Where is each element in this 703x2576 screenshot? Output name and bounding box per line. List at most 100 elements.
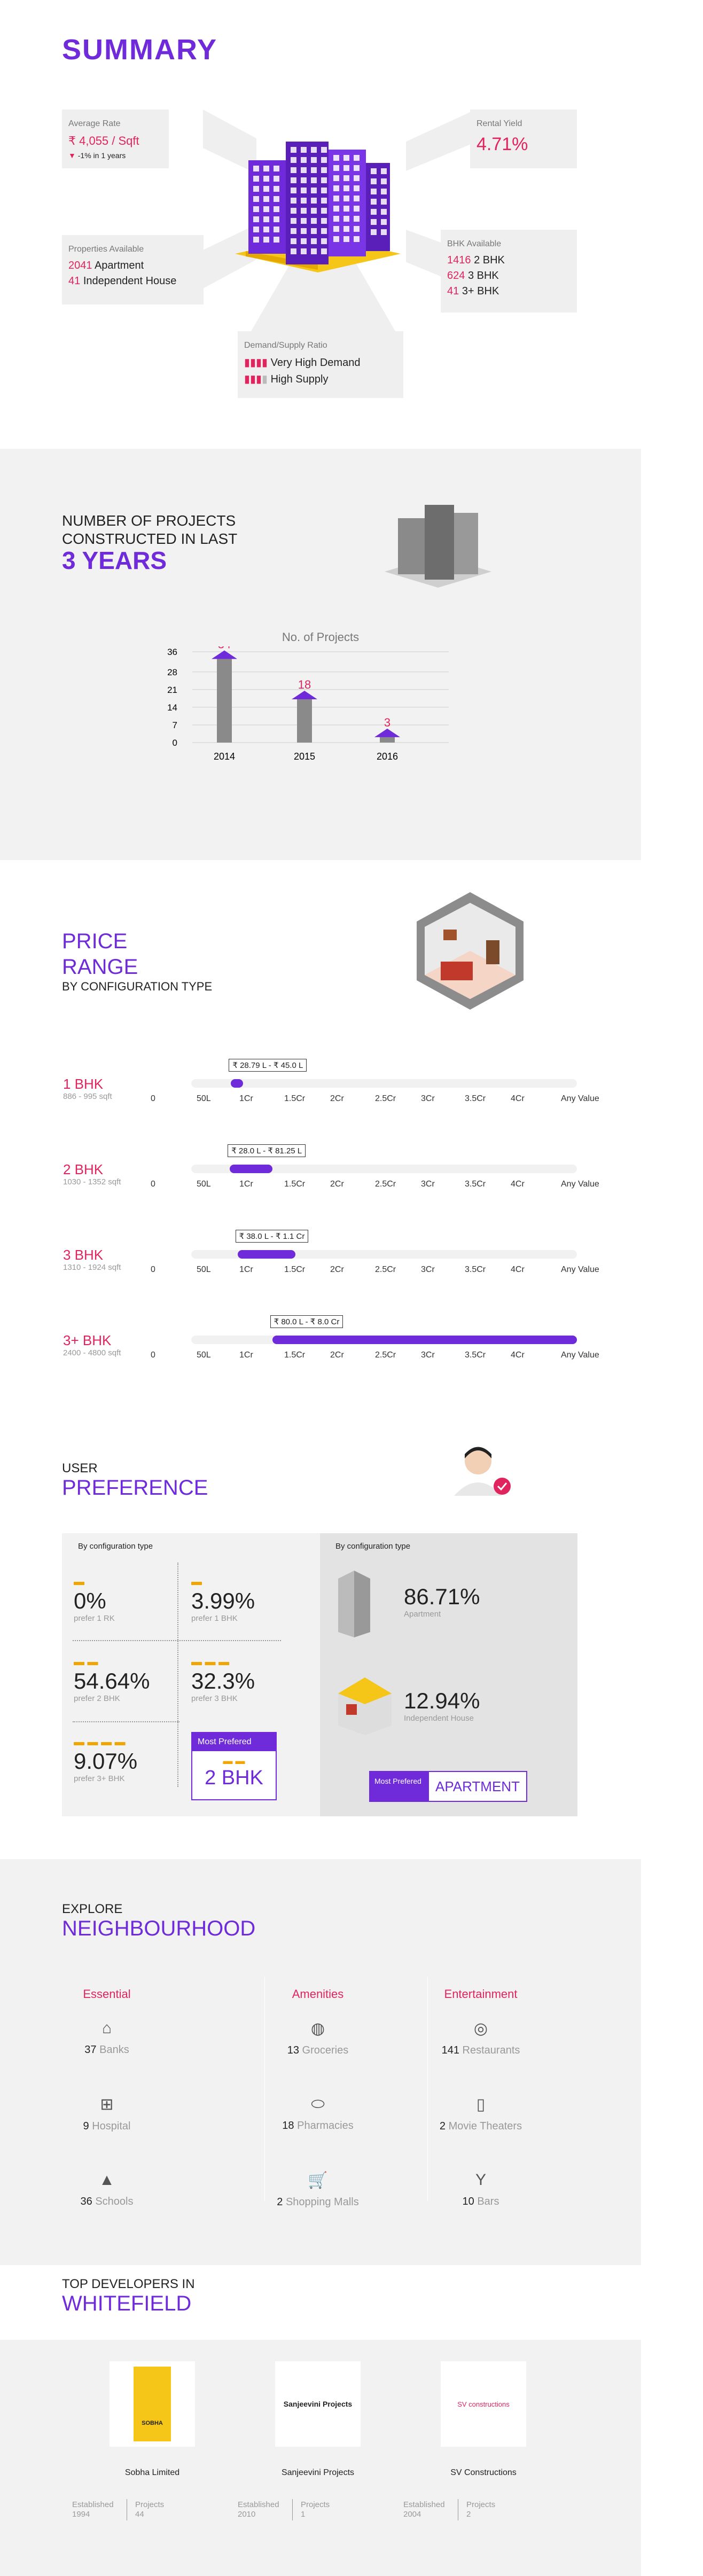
pref-sub: prefer 3+ BHK xyxy=(74,1774,125,1783)
projects-bar-chart: 0 7 14 21 28 36 34 2014 18 2015 3 2016 xyxy=(167,646,449,762)
price-row-sqft: 2400 - 4800 sqft xyxy=(63,1348,121,1357)
price-tick-label: 0 xyxy=(151,1180,155,1189)
price-row-label: 3+ BHK xyxy=(63,1332,112,1348)
price-tick-label: Any Value xyxy=(561,1180,599,1189)
gray-building-illustration xyxy=(385,505,491,588)
price-tick-label: 0 xyxy=(151,1265,155,1274)
pref-sub: prefer 1 RK xyxy=(74,1614,115,1623)
developer-name: SV Constructions xyxy=(450,2468,517,2477)
price-tick-label: 3.5Cr xyxy=(465,1351,486,1360)
preference-heading: USER PREFERENCE xyxy=(62,1461,208,1500)
price-tick-label: 50L xyxy=(197,1180,211,1189)
x-tick-label: 2014 xyxy=(214,751,235,762)
price-range-tag: ₹ 28.0 L - ₹ 81.25 L xyxy=(228,1144,306,1157)
bhk-row: 1416 2 BHK xyxy=(447,254,571,267)
price-title-line1: PRICE xyxy=(62,930,128,953)
y-tick-label: 21 xyxy=(167,685,177,695)
neighbourhood-count: 9 xyxy=(83,2120,89,2132)
price-section: PRICE RANGE BY CONFIGURATION TYPE 1 BHK 8… xyxy=(0,860,641,1400)
price-tick-label: 3Cr xyxy=(421,1094,435,1103)
bed-icon: ▬ xyxy=(191,1576,202,1588)
price-tick-label: 1.5Cr xyxy=(284,1180,306,1189)
price-row-sqft: 1310 - 1924 sqft xyxy=(63,1263,121,1272)
price-heading: PRICE RANGE BY CONFIGURATION TYPE xyxy=(62,928,212,994)
price-tick-label: 1Cr xyxy=(239,1265,253,1274)
price-range-bar xyxy=(272,1336,577,1344)
price-tick-label: 1Cr xyxy=(239,1094,253,1103)
neighbourhood-item: ⊞ 9 Hospital xyxy=(27,2095,187,2133)
divider xyxy=(177,1563,178,1787)
price-tick-label: 2Cr xyxy=(330,1180,344,1189)
type-independent-house: 12.94% Independent House xyxy=(404,1688,480,1723)
developer-established: Established 1994 xyxy=(72,2500,114,2519)
developer-logo: Sanjeevini Projects xyxy=(275,2361,361,2447)
bed-icon: ▬ ▬ xyxy=(74,1656,98,1668)
developer-card[interactable]: Sanjeevini Projects Sanjeevini Projects Es… xyxy=(238,2361,387,2520)
established-label: Established xyxy=(403,2500,445,2509)
supply-text: High Supply xyxy=(270,373,329,385)
price-tick-label: 2.5Cr xyxy=(375,1094,396,1103)
bhk-row: 624 3 BHK xyxy=(447,270,571,282)
down-arrow-icon: ▼ xyxy=(68,151,76,160)
price-range-tag: ₹ 38.0 L - ₹ 1.1 Cr xyxy=(235,1230,309,1243)
rental-yield-card: Rental Yield 4.71% xyxy=(470,110,577,168)
developer-established: Established 2004 xyxy=(403,2500,445,2519)
most-preferred-label: Most Prefered xyxy=(192,1733,276,1751)
neighbourhood-item: ◎ 141 Restaurants xyxy=(401,2019,561,2057)
established-label: Established xyxy=(238,2500,279,2509)
neighbourhood-item: ⌂ 37 Banks xyxy=(27,2019,187,2056)
x-tick-label: 2015 xyxy=(294,751,315,762)
properties-card: Properties Available 2041 Apartment 41 I… xyxy=(62,235,204,305)
pref-3plus-bhk: ▬ ▬ ▬ ▬ 9.07% prefer 3+ BHK xyxy=(74,1736,137,1783)
pref-value: 54.64% xyxy=(74,1668,150,1693)
neighbourhood-line2: NEIGHBOURHOOD xyxy=(62,1917,256,1940)
price-tick-label: 1.5Cr xyxy=(284,1351,306,1360)
neighbourhood-name: Restaurants xyxy=(459,2044,520,2056)
price-tick-label: Any Value xyxy=(561,1094,599,1103)
developer-name: Sanjeevini Projects xyxy=(281,2468,355,2477)
bar-roof xyxy=(374,728,400,737)
properties-row: 41 Independent House xyxy=(68,275,197,287)
average-rate-change-text: -1% in 1 years xyxy=(77,151,126,160)
most-preferred-value: 2 BHK xyxy=(205,1767,263,1789)
x-tick-label: 2016 xyxy=(377,751,398,762)
pref-value: 3.99% xyxy=(191,1588,255,1613)
projects-heading-line1: NUMBER OF PROJECTS xyxy=(62,512,236,529)
developers-section: TOP DEVELOPERS IN WHITEFIELD SOBHA Sobha … xyxy=(0,2265,641,2576)
price-range-bar xyxy=(237,1250,295,1259)
pref-1bhk: ▬ 3.99% prefer 1 BHK xyxy=(191,1576,255,1623)
price-subtitle: BY CONFIGURATION TYPE xyxy=(62,980,213,993)
developer-card[interactable]: SV constructions SV Constructions Establis… xyxy=(403,2361,553,2520)
projects-label: Projects xyxy=(301,2500,330,2509)
type-sub: Apartment xyxy=(404,1610,441,1619)
price-tick-label: 3Cr xyxy=(421,1265,435,1274)
price-tick-label: 4Cr xyxy=(511,1094,525,1103)
price-range-tag: ₹ 28.79 L - ₹ 45.0 L xyxy=(229,1059,307,1072)
rental-yield-label: Rental Yield xyxy=(477,119,522,128)
bar-roof xyxy=(212,650,237,659)
projects-count: 44 xyxy=(135,2510,144,2519)
price-range-bar xyxy=(231,1079,244,1088)
data-label: 34 xyxy=(218,646,231,651)
price-tick-label: 3.5Cr xyxy=(465,1180,486,1189)
price-track xyxy=(191,1165,577,1173)
pref-value: 32.3% xyxy=(191,1668,255,1693)
most-preferred-type-value: APARTMENT xyxy=(435,1778,520,1794)
projects-label: Projects xyxy=(466,2500,496,2509)
price-tick-label: 1.5Cr xyxy=(284,1265,306,1274)
neighbourhood-item: ◍ 13 Groceries xyxy=(238,2019,398,2057)
developer-card[interactable]: SOBHA Sobha Limited Established 1994 Project… xyxy=(72,2361,222,2520)
neighbourhood-name: Groceries xyxy=(299,2044,349,2056)
demand-card: Demand/Supply Ratio ▮▮▮▮ Very High Deman… xyxy=(238,331,403,398)
neighbourhood-name: Pharmacies xyxy=(294,2120,354,2132)
established-year: 2010 xyxy=(238,2510,256,2519)
bar-icon: Y xyxy=(475,2171,486,2189)
price-tick-label: 4Cr xyxy=(511,1180,525,1189)
most-preferred-bhk: Most Prefered ▬ ▬ 2 BHK xyxy=(191,1732,277,1800)
average-rate-change: ▼ -1% in 1 years xyxy=(68,151,162,160)
price-tick-label: 3Cr xyxy=(421,1351,435,1360)
preference-panel: By configuration type By configuration t… xyxy=(62,1533,577,1816)
price-row-label: 2 BHK xyxy=(63,1161,104,1177)
developer-projects: Projects 1 xyxy=(301,2500,330,2519)
price-row-label: 3 BHK xyxy=(63,1247,104,1263)
